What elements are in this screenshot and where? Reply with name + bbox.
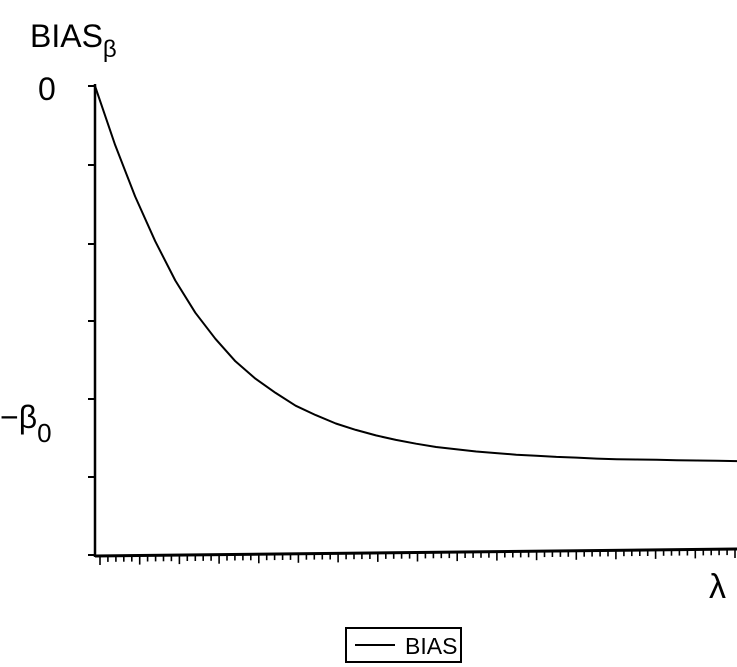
- legend: BIAS: [345, 627, 462, 663]
- y-tick-label-minus-beta0-subscript: 0: [37, 418, 51, 448]
- x-axis: [94, 547, 737, 558]
- y-axis-ticks: [88, 85, 96, 556]
- y-tick-label-minus-beta0-base: −β: [0, 399, 37, 435]
- x-axis-label: λ: [709, 568, 726, 606]
- y-tick-label-minus-beta0: −β0: [0, 399, 52, 448]
- y-tick-label-zero: 0: [38, 71, 56, 107]
- legend-box: [345, 627, 462, 663]
- y-axis-label-subscript: β: [103, 36, 117, 63]
- y-axis-label: BIASβ: [30, 18, 117, 63]
- series-line-bias: [94, 85, 737, 463]
- y-axis-label-base: BIAS: [30, 18, 103, 54]
- x-axis-ticks: [99, 549, 736, 565]
- legend-label: BIAS: [405, 633, 457, 659]
